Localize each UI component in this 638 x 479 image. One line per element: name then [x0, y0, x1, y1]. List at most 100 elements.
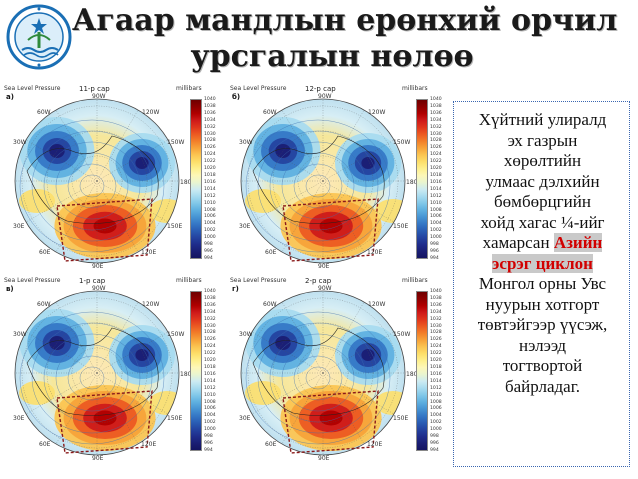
colorbar-tick: 1012: [204, 385, 216, 391]
colorbar-tick: 1016: [430, 371, 442, 377]
caption-line: нуурын хотгорт: [485, 294, 600, 314]
colorbar-tick: 1028: [430, 330, 442, 336]
colorbar-tick: 1012: [204, 193, 216, 199]
colorbar-tick: 1028: [430, 138, 442, 144]
caption-line: Хүйтний улиралд: [478, 110, 607, 129]
colorbar-tick: 1004: [430, 221, 442, 227]
colorbar-tick: 1040: [430, 97, 442, 102]
lon-label: 30W: [13, 331, 27, 338]
colorbar-tick: 998: [204, 242, 213, 248]
colorbar-tick: 1000: [204, 235, 216, 241]
lon-label: 60W: [263, 109, 277, 116]
pressure-map-december: б) Sea Level Pressure 12-р сар millibars 90W…: [228, 85, 450, 270]
isobar: [269, 333, 367, 423]
colorbar: [416, 291, 428, 451]
lon-label: 30E: [239, 223, 251, 230]
lon-label: 60E: [39, 441, 51, 448]
meridian: [25, 180, 98, 223]
isobar: [269, 141, 367, 231]
parallel: [247, 105, 399, 257]
parallel: [297, 155, 349, 207]
caption-line: хөрөлтийн: [503, 151, 582, 170]
lon-label: 90W: [92, 285, 106, 292]
panel-month: 1-р сар: [79, 277, 106, 285]
lon-label: 90W: [318, 93, 332, 100]
colorbar-tick: 1030: [204, 131, 216, 137]
colorbar-tick: 1000: [430, 235, 442, 241]
map-rim: [240, 290, 406, 456]
colorbar: [190, 99, 202, 259]
lon-label: 180: [406, 179, 418, 186]
colorbar-tick: 1000: [204, 427, 216, 433]
caption-line: бөмбөрцгийн: [494, 192, 591, 211]
colorbar-tick: 1024: [204, 152, 216, 158]
lon-label: 120W: [142, 301, 160, 308]
colorbar-tick: 1038: [204, 103, 216, 109]
colorbar-tick: 1008: [204, 207, 216, 213]
colorbar-ticks: 1040 1038 1036 1034 1032 1030 1028 1026 1024 1022…: [204, 289, 216, 453]
colorbar-tick: 1016: [430, 179, 442, 185]
colorbar-tick: 1034: [430, 309, 442, 315]
isobar: [245, 311, 391, 445]
caption-line: хамарсан Азийн: [454, 233, 631, 254]
subtropical-high: [245, 189, 281, 213]
panel-label: Sea Level Pressure: [4, 85, 61, 92]
parallel: [71, 155, 123, 207]
colorbar-tick: 1002: [204, 420, 216, 426]
caption-line: хойд хагас ¼-ийг: [480, 212, 605, 232]
colorbar-tick: 1008: [430, 207, 442, 213]
colorbar-tick: 1032: [430, 316, 442, 322]
panel-label: Sea Level Pressure: [4, 277, 61, 284]
colorbar-tick: 994: [430, 447, 439, 453]
pressure-field: [15, 99, 179, 263]
colorbar-tick: 1020: [430, 358, 442, 364]
colorbar-tick: 1004: [204, 221, 216, 227]
institute-logo: [6, 4, 72, 70]
lon-label: 180: [180, 179, 192, 186]
colorbar-tick: 1030: [204, 323, 216, 329]
lon-label: 120E: [367, 249, 383, 256]
lon-label: 180: [406, 371, 418, 378]
lon-label: 90E: [92, 455, 104, 462]
colorbar-tick: 1026: [430, 145, 442, 151]
lon-label: 90E: [318, 455, 330, 462]
colorbar-tick: 1018: [430, 364, 442, 370]
colorbar-tick: 994: [204, 255, 213, 261]
caption-line: улмаас дэлхийн: [485, 171, 600, 191]
colorbar-tick: 1004: [204, 413, 216, 419]
isobar: [67, 355, 117, 401]
lon-label: 30W: [13, 139, 27, 146]
meridian: [281, 180, 324, 253]
meridian: [96, 180, 169, 223]
colorbar-tick: 994: [430, 255, 439, 261]
colorbar-tick: 1022: [204, 159, 216, 165]
meridian: [25, 331, 98, 374]
lon-label: 120W: [368, 301, 386, 308]
colorbar-tick: 1026: [204, 337, 216, 343]
colorbar-tick: 1022: [430, 351, 442, 357]
parallel: [21, 105, 173, 257]
colorbar-tick: 996: [430, 440, 439, 446]
colorbar: [190, 291, 202, 451]
colorbar-tick: 1038: [430, 295, 442, 301]
icelandic-low: [275, 336, 291, 350]
lon-label: 90E: [92, 263, 104, 270]
panel-month: 11-р сар: [79, 85, 110, 93]
lon-label: 120W: [368, 109, 386, 116]
colorbar-tick: 1008: [430, 399, 442, 405]
colorbar-tick: 1032: [204, 124, 216, 130]
caption-box: Хүйтний улиралд эх газрын хөрөлтийн улма…: [453, 101, 630, 467]
caption-line: байрладаг.: [504, 376, 581, 396]
map-rim: [14, 290, 180, 456]
colorbar-tick: 998: [430, 242, 439, 248]
colorbar-tick: 1010: [430, 392, 442, 398]
colorbar-tick: 1018: [204, 364, 216, 370]
lon-label: 90E: [318, 263, 330, 270]
colorbar-ticks: 1040 1038 1036 1034 1032 1030 1028 1026 1024 1022…: [204, 97, 216, 261]
lon-label: 180: [180, 371, 192, 378]
lon-label: 150E: [393, 415, 409, 422]
colorbar-tick: 1016: [204, 371, 216, 377]
colorbar-tick: 1040: [204, 289, 216, 294]
colorbar-tick: 1036: [430, 302, 442, 308]
lon-label: 150W: [167, 331, 185, 338]
